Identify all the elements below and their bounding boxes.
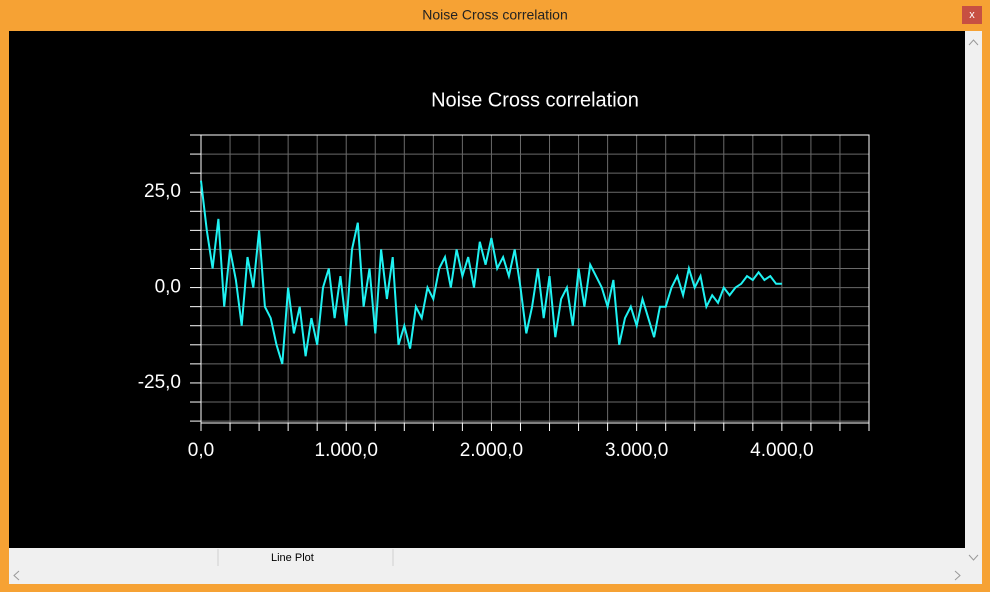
chart-title: Noise Cross correlation bbox=[431, 89, 639, 111]
x-tick-label: 1.000,0 bbox=[315, 440, 378, 461]
scroll-left[interactable] bbox=[13, 570, 20, 581]
plot-frame bbox=[200, 134, 870, 424]
window-title: Noise Cross correlation bbox=[422, 7, 568, 23]
data-line bbox=[200, 180, 782, 365]
x-tick-label: 0,0 bbox=[188, 440, 214, 461]
y-tick-label: 25,0 bbox=[144, 181, 181, 202]
y-tick-label: 0,0 bbox=[155, 277, 181, 298]
vertical-scrollbar[interactable] bbox=[965, 31, 982, 567]
close-button[interactable] bbox=[962, 6, 982, 24]
plot-canvas bbox=[9, 31, 965, 548]
scroll-right[interactable] bbox=[954, 570, 961, 581]
scroll-up[interactable] bbox=[968, 39, 979, 46]
close-label[interactable]: x bbox=[969, 9, 975, 21]
x-tick-label: 3.000,0 bbox=[605, 440, 668, 461]
horizontal-scrollbar[interactable] bbox=[9, 567, 982, 584]
status-label: Line Plot bbox=[271, 552, 314, 564]
status-bar bbox=[9, 548, 965, 567]
x-tick-label: 2.000,0 bbox=[460, 440, 523, 461]
scroll-down[interactable] bbox=[968, 554, 979, 561]
x-tick-label: 4.000,0 bbox=[750, 440, 813, 461]
y-tick-label: -25,0 bbox=[138, 372, 181, 393]
